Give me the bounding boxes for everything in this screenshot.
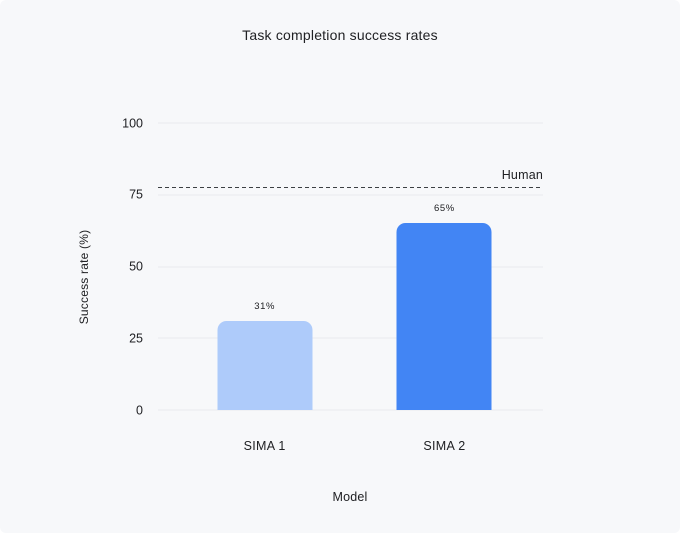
y-axis-title: Success rate (%) bbox=[77, 229, 91, 325]
bar-sima-1 bbox=[217, 321, 313, 410]
y-axis-ticks: 0 25 50 75 100 bbox=[100, 117, 143, 416]
bar-value-label-sima-1: 31% bbox=[254, 301, 276, 313]
human-reference-label: Human bbox=[501, 167, 543, 182]
gridline-75 bbox=[158, 194, 543, 196]
human-reference-line bbox=[158, 186, 543, 188]
y-tick-label-0: 0 bbox=[136, 402, 143, 417]
gridline-50 bbox=[158, 266, 543, 267]
gridline-25 bbox=[158, 337, 543, 339]
bar-value-label-sima-2: 65% bbox=[434, 203, 455, 215]
y-tick-label-50: 50 bbox=[129, 259, 143, 274]
gridline-100 bbox=[158, 122, 543, 124]
y-tick-label-75: 75 bbox=[129, 187, 143, 202]
x-tick-label-sima-1: SIMA 1 bbox=[243, 439, 286, 453]
chart-title: Task completion success rates bbox=[242, 27, 438, 43]
x-tick-label-sima-2: SIMA 2 bbox=[423, 439, 466, 453]
x-axis-title: Model bbox=[332, 490, 368, 504]
gridline-0 bbox=[158, 409, 543, 411]
bar-sima-2 bbox=[396, 223, 492, 410]
y-tick-label-100: 100 bbox=[122, 115, 143, 130]
plot-area: Human 31% SIMA 1 65% SIMA 2 bbox=[158, 122, 543, 453]
y-tick-label-25: 25 bbox=[129, 331, 143, 345]
